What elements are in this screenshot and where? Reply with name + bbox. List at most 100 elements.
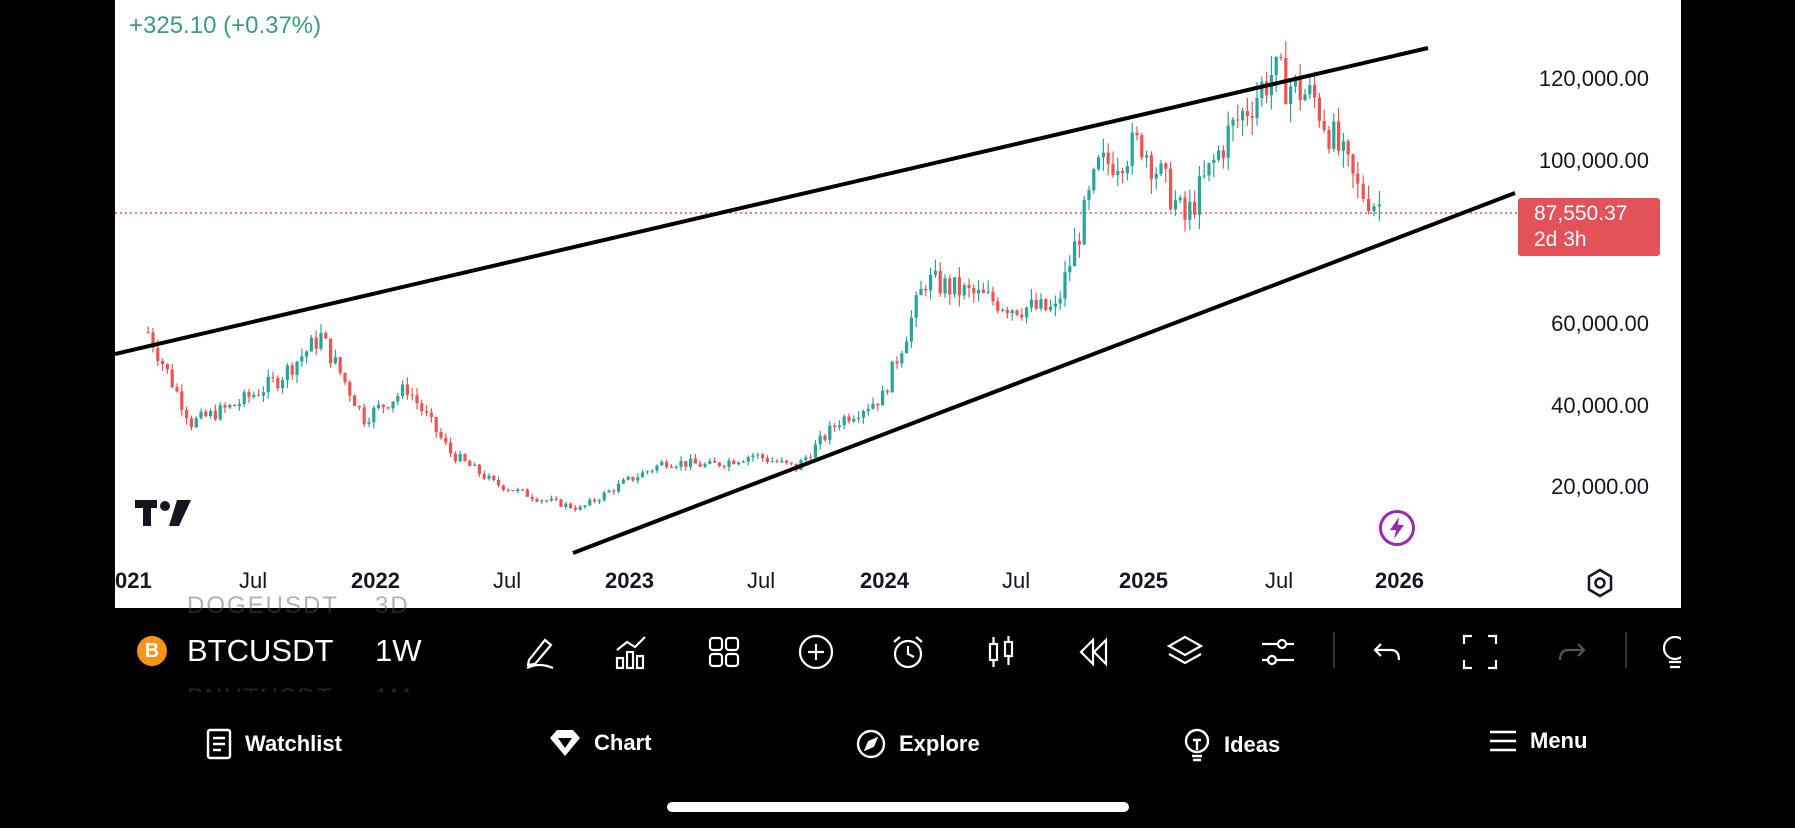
plus-icon[interactable] [796,632,836,672]
candle-body [751,455,755,458]
layers-icon[interactable] [1165,632,1205,672]
candle-body [559,499,563,507]
candle-body [765,458,769,462]
candle-countdown: 2d 3h [1534,228,1587,251]
candle-body [1149,155,1153,179]
candle-body [602,492,606,501]
alarm-icon[interactable] [888,632,928,672]
candle-body [900,353,904,364]
candles-icon[interactable] [981,632,1021,672]
candle-body [521,489,525,491]
candle-body [1289,86,1293,105]
watchlist-icon [206,728,232,760]
settings-sliders-icon[interactable] [1258,632,1298,672]
candle-body [372,407,376,423]
candle-body [775,461,779,463]
candle-body [1356,173,1360,184]
candle-body [276,377,280,389]
candle-body [1025,307,1029,318]
candle-body [905,341,909,354]
chart-area[interactable]: +325.10 (+0.37%) 120,000.00 100,000.00 6… [115,0,1681,608]
candle-body [290,365,294,375]
candle-body [655,465,659,471]
candle-body [1372,206,1376,212]
nav-ideas[interactable]: Ideas [1182,728,1280,762]
candle-body [281,380,285,389]
price-axis-label: 120,000.00 [1538,66,1649,91]
pencil-icon[interactable] [519,632,559,672]
candle-body [300,356,304,362]
bitcoin-icon: B [137,636,167,666]
candle-body [1202,175,1206,177]
time-axis-label: 2024 [860,568,909,593]
candle-body [569,503,573,508]
candle-body [319,332,323,349]
indicators-icon[interactable] [611,632,651,672]
redo-icon[interactable] [1552,632,1592,672]
candle-body [1255,98,1259,118]
fullscreen-icon[interactable] [1460,632,1500,672]
candle-body [161,360,165,365]
candle-body [401,384,405,396]
ghost-watchlist-item: DOGEUSDT [187,592,340,619]
candle-body [1361,183,1365,199]
candle-body [1029,299,1033,308]
bulb-icon[interactable] [1655,632,1681,672]
home-indicator [667,802,1129,812]
candle-body [473,464,477,466]
candle-body [703,463,707,467]
price-chart[interactable] [115,0,1681,608]
candle-body [458,454,462,462]
candle-body [722,466,726,468]
candle-body [991,291,995,302]
candle-body [497,479,501,486]
candle-body [962,285,966,296]
candle-body [1197,176,1201,215]
candle-body [593,499,597,502]
candle-body [516,489,520,492]
nav-label: Watchlist [245,731,342,756]
nav-chart[interactable]: Chart [548,728,651,758]
candle-body [453,453,457,462]
candle-body [549,498,553,501]
candle-body [530,496,534,500]
candle-body [1298,76,1302,101]
candle-body [708,460,712,464]
candle-body [919,289,923,296]
candle-body [981,289,985,293]
candle-body [953,277,957,295]
candle-body [818,435,822,445]
candle-body [665,462,669,467]
candle-body [741,461,745,463]
candle-body [381,404,385,408]
candle-body [1188,201,1192,220]
candle-body [780,460,784,463]
nav-watchlist[interactable]: Watchlist [205,728,342,760]
nav-menu[interactable]: Menu [1488,728,1587,754]
replay-icon[interactable] [1073,632,1113,672]
lightning-icon[interactable] [1379,510,1415,546]
candle-body [324,332,328,339]
layouts-icon[interactable] [704,632,744,672]
nav-explore[interactable]: Explore [855,728,980,760]
candle-body [957,277,961,296]
candle-body [343,372,347,383]
candle-body [621,479,625,484]
candle-body [237,403,241,407]
candle-body [770,461,774,463]
candle-body [1183,197,1187,220]
candle-body [1125,165,1129,174]
interval-button[interactable]: 1W [375,633,422,668]
candle-body [828,425,832,440]
undo-icon[interactable] [1367,632,1407,672]
nav-label: Explore [899,731,980,756]
chart-settings-icon[interactable] [1585,568,1615,603]
candle-body [357,406,361,408]
candle-body [967,285,971,289]
candle-body [295,361,299,375]
symbol-button[interactable]: BTCUSDT [187,633,334,668]
candle-body [266,376,270,393]
candle-body [1020,314,1024,318]
candle-body [439,432,443,438]
candle-body [578,506,582,510]
